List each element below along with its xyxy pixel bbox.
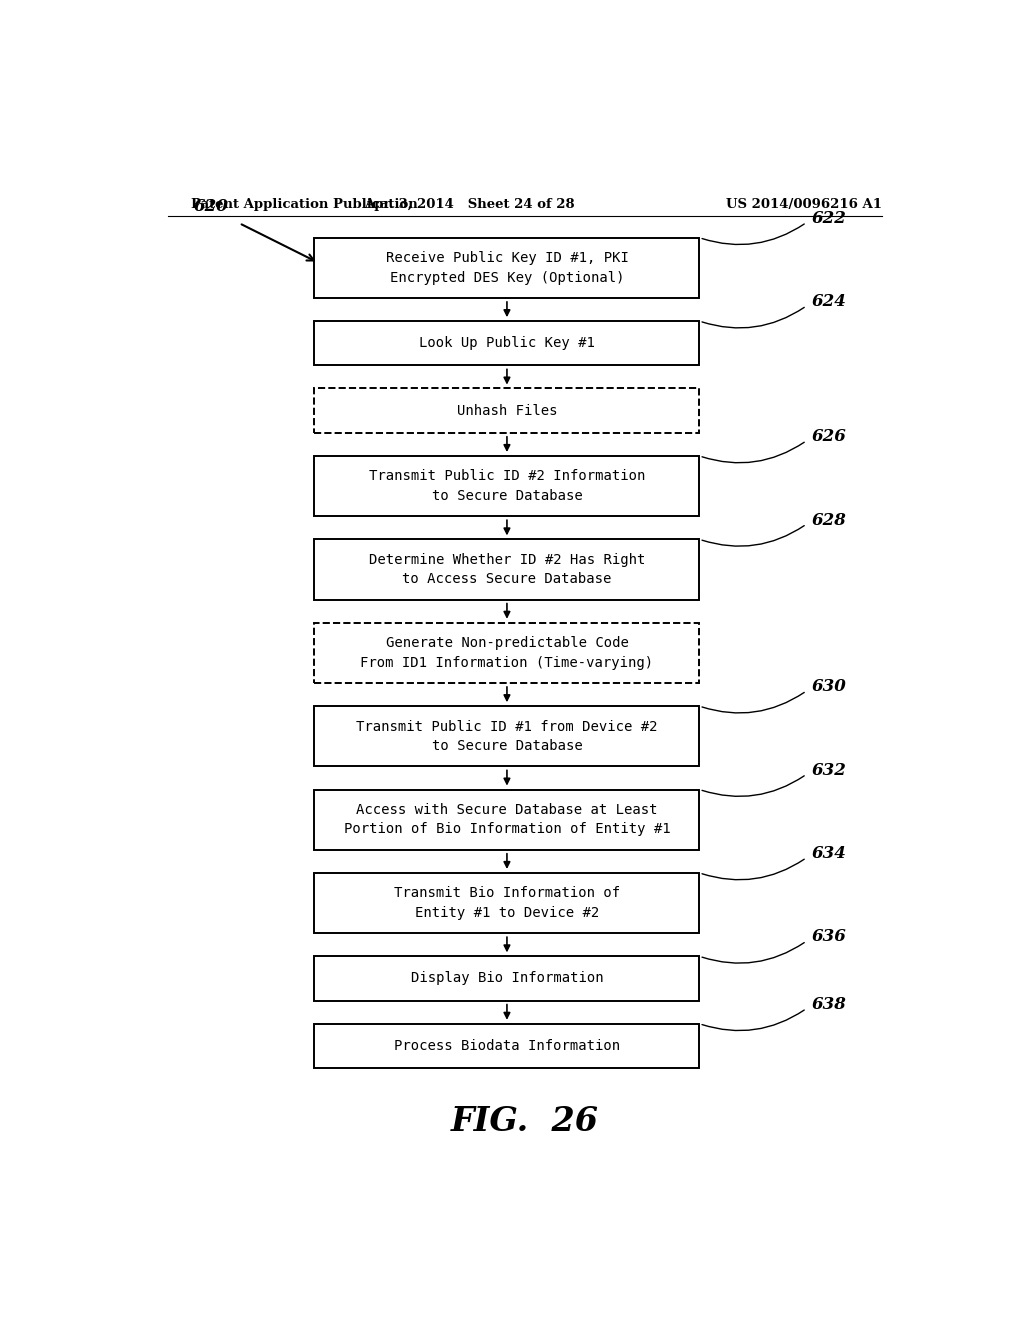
Text: Access with Secure Database at Least
Portion of Bio Information of Entity #1: Access with Secure Database at Least Por… <box>344 803 671 837</box>
FancyBboxPatch shape <box>314 238 699 298</box>
Text: Determine Whether ID #2 Has Right
to Access Secure Database: Determine Whether ID #2 Has Right to Acc… <box>369 553 645 586</box>
FancyBboxPatch shape <box>314 540 699 599</box>
FancyBboxPatch shape <box>314 388 699 433</box>
FancyBboxPatch shape <box>314 956 699 1001</box>
Text: 622: 622 <box>812 210 847 227</box>
Text: 626: 626 <box>812 428 847 445</box>
FancyBboxPatch shape <box>314 1024 699 1068</box>
FancyBboxPatch shape <box>314 873 699 933</box>
Text: 634: 634 <box>812 845 847 862</box>
Text: Unhash Files: Unhash Files <box>457 404 557 417</box>
Text: Patent Application Publication: Patent Application Publication <box>191 198 418 211</box>
Text: Transmit Bio Information of
Entity #1 to Device #2: Transmit Bio Information of Entity #1 to… <box>394 886 620 920</box>
Text: Transmit Public ID #1 from Device #2
to Secure Database: Transmit Public ID #1 from Device #2 to … <box>356 719 657 752</box>
Text: Generate Non-predictable Code
From ID1 Information (Time-varying): Generate Non-predictable Code From ID1 I… <box>360 636 653 669</box>
Text: 636: 636 <box>812 928 847 945</box>
Text: Look Up Public Key #1: Look Up Public Key #1 <box>419 337 595 350</box>
Text: 630: 630 <box>812 678 847 696</box>
Text: Transmit Public ID #2 Information
to Secure Database: Transmit Public ID #2 Information to Sec… <box>369 470 645 503</box>
Text: 628: 628 <box>812 512 847 528</box>
Text: Display Bio Information: Display Bio Information <box>411 972 603 986</box>
Text: 624: 624 <box>812 293 847 310</box>
FancyBboxPatch shape <box>314 455 699 516</box>
Text: Apr. 3, 2014   Sheet 24 of 28: Apr. 3, 2014 Sheet 24 of 28 <box>364 198 574 211</box>
Text: Receive Public Key ID #1, PKI
Encrypted DES Key (Optional): Receive Public Key ID #1, PKI Encrypted … <box>385 251 629 285</box>
Text: 620: 620 <box>194 198 228 215</box>
FancyBboxPatch shape <box>314 321 699 366</box>
FancyBboxPatch shape <box>314 623 699 682</box>
Text: FIG.  26: FIG. 26 <box>451 1105 599 1138</box>
Text: 638: 638 <box>812 995 847 1012</box>
FancyBboxPatch shape <box>314 706 699 767</box>
FancyBboxPatch shape <box>314 789 699 850</box>
Text: 632: 632 <box>812 762 847 779</box>
Text: US 2014/0096216 A1: US 2014/0096216 A1 <box>726 198 882 211</box>
Text: Process Biodata Information: Process Biodata Information <box>394 1039 620 1053</box>
